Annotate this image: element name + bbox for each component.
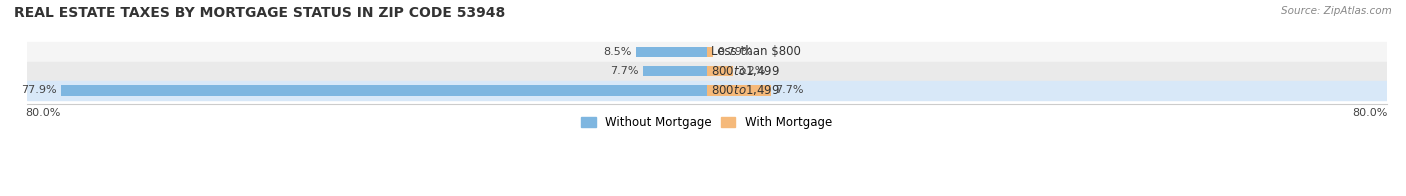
- Text: 3.2%: 3.2%: [737, 66, 766, 76]
- Bar: [27, 62, 1386, 81]
- Text: 7.7%: 7.7%: [610, 66, 638, 76]
- Text: 8.5%: 8.5%: [603, 47, 633, 57]
- Text: 77.9%: 77.9%: [21, 85, 56, 95]
- Bar: [643, 66, 707, 76]
- Bar: [707, 66, 733, 76]
- Text: 0.79%: 0.79%: [717, 47, 752, 57]
- Text: Less than $800: Less than $800: [711, 45, 800, 58]
- Bar: [60, 85, 707, 96]
- Bar: [707, 47, 713, 57]
- Legend: Without Mortgage, With Mortgage: Without Mortgage, With Mortgage: [576, 112, 837, 134]
- Bar: [27, 81, 1386, 100]
- Text: Source: ZipAtlas.com: Source: ZipAtlas.com: [1281, 6, 1392, 16]
- Bar: [707, 85, 770, 96]
- Text: 7.7%: 7.7%: [775, 85, 803, 95]
- Bar: [636, 47, 707, 57]
- Bar: [27, 42, 1386, 62]
- Text: $800 to $1,499: $800 to $1,499: [711, 83, 780, 97]
- Text: REAL ESTATE TAXES BY MORTGAGE STATUS IN ZIP CODE 53948: REAL ESTATE TAXES BY MORTGAGE STATUS IN …: [14, 6, 505, 20]
- Text: $800 to $1,499: $800 to $1,499: [711, 64, 780, 78]
